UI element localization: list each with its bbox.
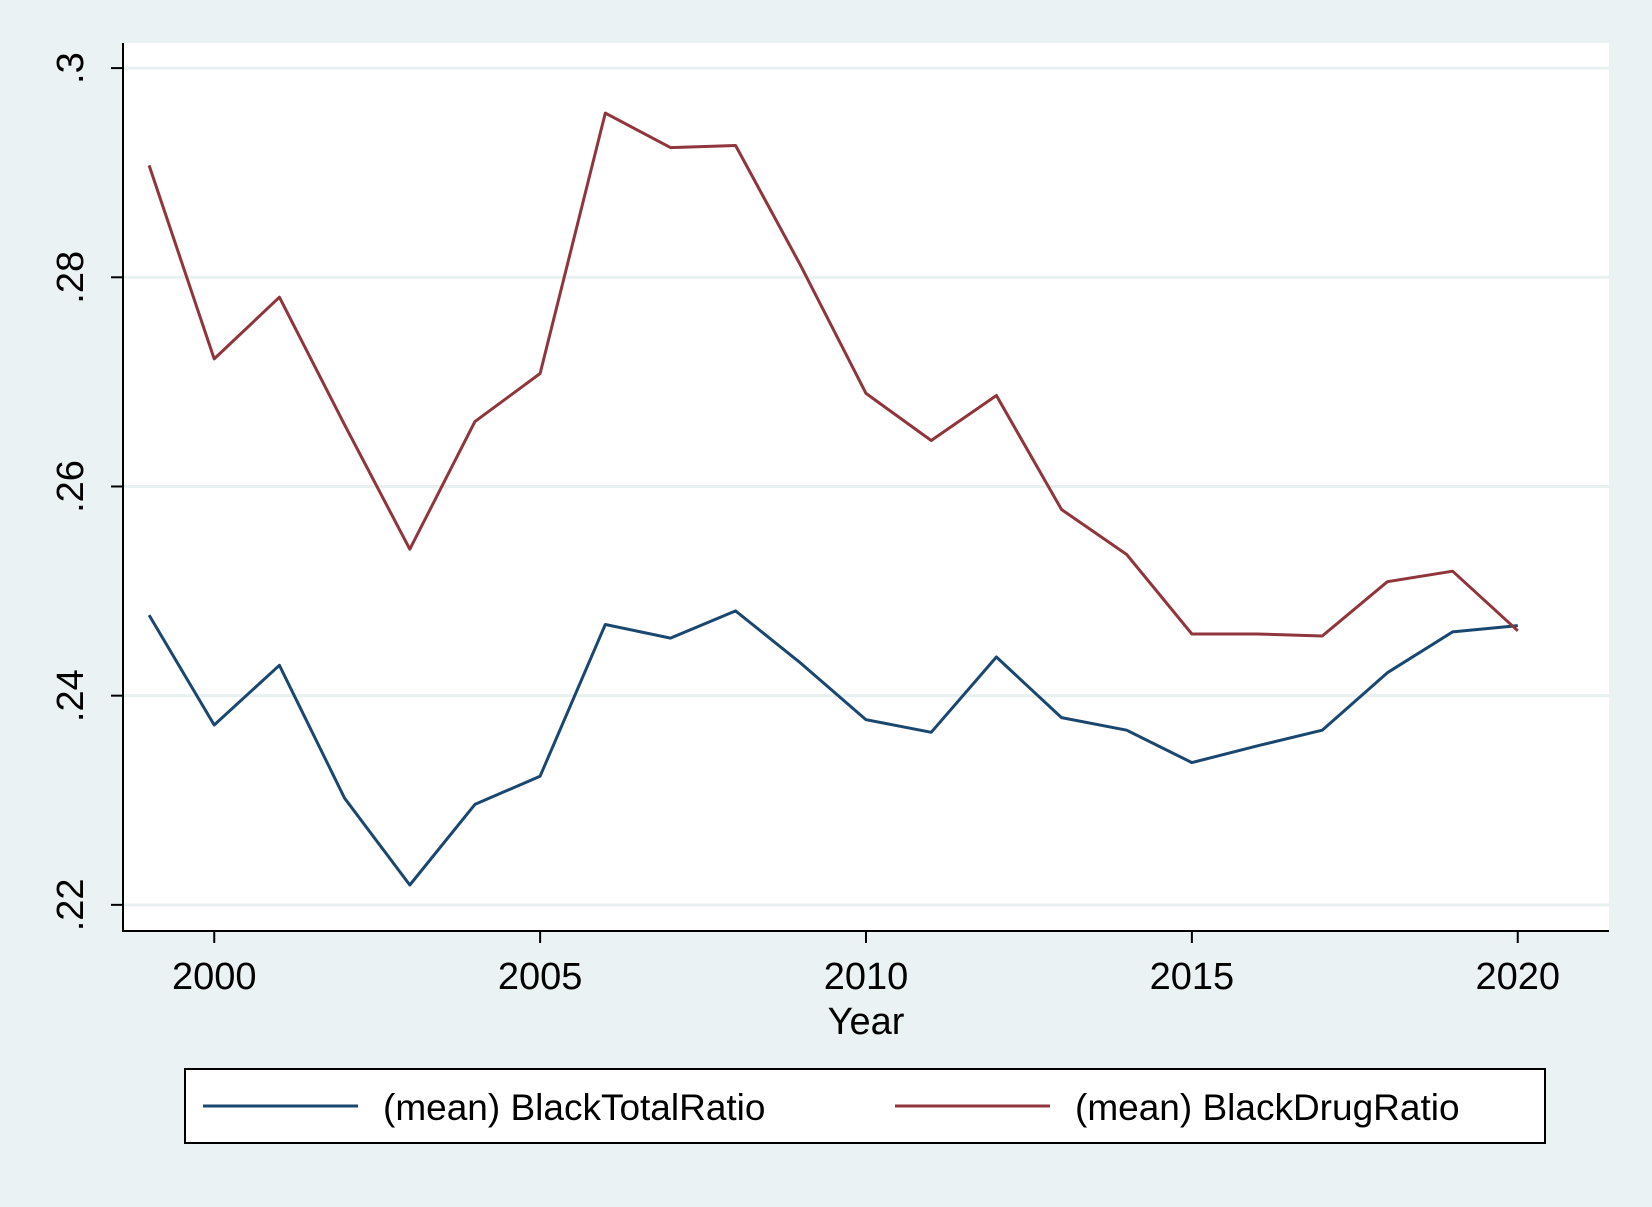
x-ticks: 2000 2005 2010 2015 2020 [172,931,1560,998]
x-tick-label: 2005 [498,956,583,998]
series-line [147,111,1519,638]
x-axis-title: Year [828,1001,905,1043]
x-tick-label: 2015 [1150,956,1235,998]
y-tick-label: .3 [50,52,92,84]
x-tick-label: 2010 [824,956,909,998]
legend: (mean) BlackTotalRatio (mean) BlackDrugRa… [184,1068,1546,1144]
series-lines [147,111,1519,887]
legend-items: (mean) BlackTotalRatio (mean) BlackDrugRa… [203,1087,1460,1128]
y-tick-label: .24 [50,669,92,722]
legend-label: (mean) BlackDrugRatio [1075,1087,1460,1128]
y-tick-label: .28 [50,251,92,304]
x-tick-label: 2020 [1475,956,1560,998]
x-tick-label: 2000 [172,956,257,998]
legend-box [184,1068,1546,1144]
legend-label: (mean) BlackTotalRatio [383,1087,765,1128]
y-ticks: .22 .24 .26 .28 .3 [50,52,123,931]
y-tick-label: .26 [50,460,92,513]
series-line [147,609,1518,887]
y-tick-label: .22 [50,878,92,931]
